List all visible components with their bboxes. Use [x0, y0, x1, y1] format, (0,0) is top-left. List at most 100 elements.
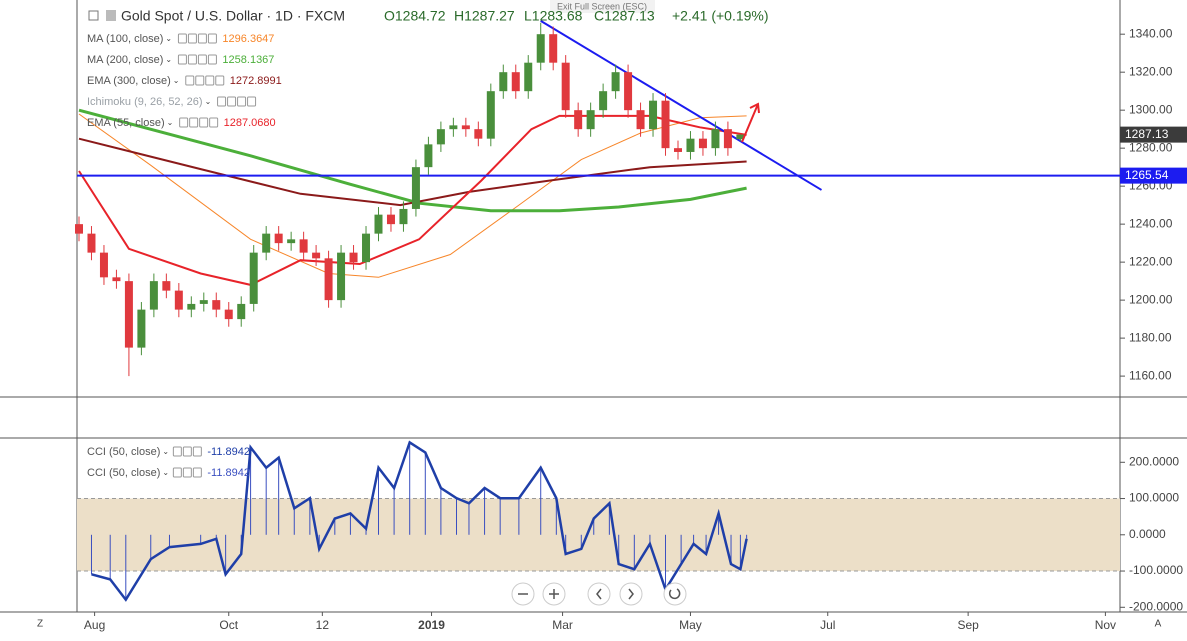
candle-body	[337, 252, 346, 301]
legend-icon	[192, 446, 202, 457]
y-tick-label: 0.0000	[1129, 527, 1166, 541]
legend-icon	[197, 54, 207, 65]
legend-icon	[207, 33, 217, 44]
x-tick-label: May	[679, 618, 702, 632]
candle-body	[686, 138, 695, 152]
candle-body	[287, 239, 296, 244]
x-tick-label: 2019	[418, 618, 445, 632]
legend-icon	[227, 96, 237, 107]
candle-body	[549, 34, 558, 63]
candle-body	[237, 303, 246, 320]
x-tick-label: Jul	[820, 618, 835, 632]
legend-value: 1287.0680	[224, 117, 276, 129]
legend-icon	[237, 96, 247, 107]
legend-caret: ⌄	[162, 468, 169, 477]
y-tick-label: -200.0000	[1129, 599, 1183, 613]
candle-body	[649, 100, 658, 130]
y-tick-label: 1180.00	[1129, 330, 1172, 344]
legend-icon	[172, 467, 182, 478]
legend-icon	[182, 446, 192, 457]
legend-name: CCI (50, close)	[87, 446, 160, 458]
candle-body	[449, 125, 458, 130]
candle-body	[149, 281, 158, 310]
x-tick-label: 12	[316, 618, 330, 632]
legend-icon	[195, 75, 205, 86]
legend-icon	[177, 54, 187, 65]
ohlc-label: O1284.72	[384, 8, 446, 24]
cci-band	[77, 498, 1120, 572]
legend-icon	[207, 54, 217, 65]
ohlc-label: C1287.13	[594, 8, 655, 24]
candle-body	[499, 72, 508, 92]
legend-name: CCI (50, close)	[87, 467, 160, 479]
tooltip-box	[550, 0, 655, 13]
reset-icon	[668, 588, 681, 600]
y-tick-label: 1280.00	[1129, 140, 1173, 154]
last-price-box	[1120, 126, 1187, 143]
candle-body	[137, 309, 146, 348]
legend-value: 1296.3647	[222, 33, 274, 45]
legend-value: 1258.1367	[222, 54, 274, 66]
indicator-line	[78, 137, 747, 207]
toolbar-icons	[518, 588, 681, 600]
candle-body	[299, 239, 308, 253]
scroll-right-button[interactable]	[619, 582, 643, 606]
candle-body	[324, 258, 333, 301]
legend-caret: ⌄	[165, 55, 172, 64]
candle-body	[561, 62, 570, 111]
chart-title: Gold Spot / U.S. Dollar · 1D · FXCM	[121, 8, 345, 24]
legend-icon	[197, 33, 207, 44]
legend-icon	[209, 117, 219, 128]
candle-body	[736, 134, 745, 140]
legend-icon	[177, 33, 187, 44]
x-tick-label: Aug	[84, 618, 105, 632]
candle-body	[362, 233, 371, 263]
legend-caret: ⌄	[167, 118, 174, 127]
candle-body	[524, 62, 533, 92]
legend-caret: ⌄	[162, 447, 169, 456]
legend-icon	[179, 117, 189, 128]
trend-line	[540, 20, 823, 191]
left-icon	[596, 588, 602, 600]
legend-icon	[192, 467, 202, 478]
tooltip: Exit Full Screen (ESC)	[557, 1, 647, 11]
corner-label[interactable]: A	[1155, 619, 1162, 630]
candle-body	[187, 303, 196, 310]
legend-value: -11.8942	[207, 467, 250, 479]
legend-caret: ⌄	[205, 97, 212, 106]
candle-body	[87, 233, 96, 253]
y-tick-label: 1160.00	[1129, 368, 1172, 382]
legend-icon	[182, 467, 192, 478]
candle-body	[461, 125, 470, 130]
change-label: +2.41 (+0.19%)	[672, 8, 769, 24]
ohlc-label: L1283.68	[524, 8, 583, 24]
legend-caret: ⌄	[165, 34, 172, 43]
legend-value: -11.8942	[207, 446, 250, 458]
legend-icon	[217, 96, 227, 107]
legend-icon	[187, 54, 197, 65]
candle-body	[124, 281, 133, 348]
toolbar	[511, 582, 687, 606]
legend-icon	[247, 96, 257, 107]
y-tick-label: 1220.00	[1129, 254, 1173, 268]
candle-body	[112, 277, 121, 282]
hline-price-label: 1265.54	[1125, 168, 1169, 182]
legend-name: MA (100, close)	[87, 33, 163, 45]
candle-body	[698, 138, 707, 149]
candle-body	[75, 224, 83, 234]
x-tick-label: Oct	[219, 618, 238, 632]
candle-body	[673, 148, 682, 152]
y-tick-label: 200.0000	[1129, 454, 1179, 468]
last-price-label: 1287.13	[1125, 127, 1169, 141]
legend-icon	[185, 75, 195, 86]
corner-label[interactable]: Z	[37, 619, 43, 630]
candle-body	[723, 129, 732, 149]
y-tick-label: 1240.00	[1129, 216, 1173, 230]
scroll-left-button[interactable]	[587, 582, 611, 606]
candle-body	[386, 214, 395, 225]
candle-body	[312, 252, 321, 259]
reset-button[interactable]	[663, 582, 687, 606]
candle-body	[536, 34, 545, 63]
candle-body	[636, 110, 645, 130]
